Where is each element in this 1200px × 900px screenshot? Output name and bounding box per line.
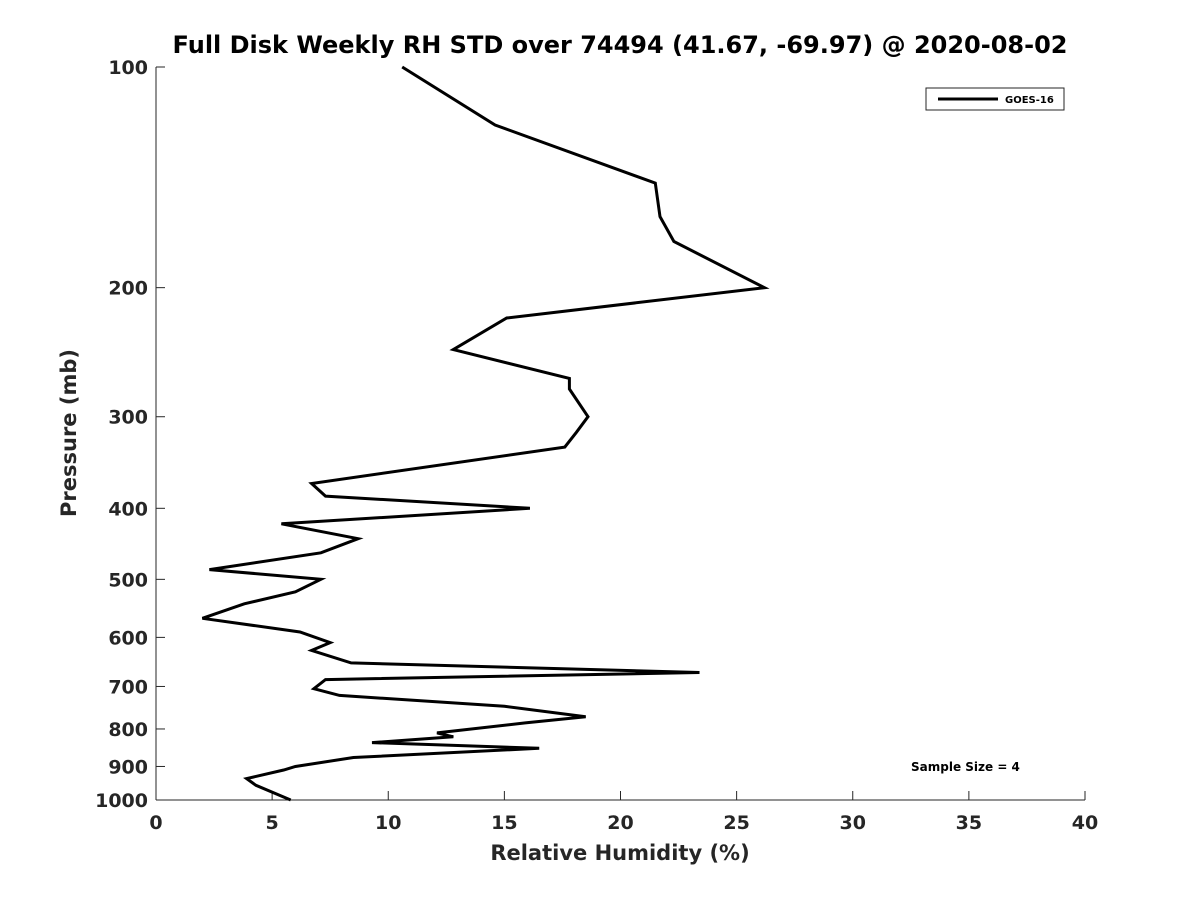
series-layer (201, 65, 770, 802)
x-tick-label: 35 (956, 812, 982, 834)
x-tick-label: 10 (375, 812, 401, 834)
y-axis-label: Pressure (mb) (57, 349, 81, 517)
x-tick-label: 15 (491, 812, 517, 834)
legend: GOES-16 (925, 87, 1065, 111)
y-axis-ticks: 100 200 300 400 500 600 700 800 900 1000 (95, 57, 165, 812)
y-tick-label: 500 (108, 569, 148, 591)
y-tick-label: 800 (108, 719, 148, 741)
y-tick-label: 600 (108, 627, 148, 649)
x-tick-label: 40 (1072, 812, 1098, 834)
y-tick-label: 700 (108, 676, 148, 698)
y-tick-label: 400 (108, 498, 148, 520)
y-tick-label: 1000 (95, 790, 148, 812)
plot-area (156, 67, 1085, 800)
x-tick-label: 20 (607, 812, 633, 834)
x-axis-label: Relative Humidity (%) (490, 841, 749, 865)
y-tick-label: 900 (108, 756, 148, 778)
x-tick-label: 25 (723, 812, 749, 834)
x-tick-label: 0 (149, 812, 162, 834)
x-axis-ticks: 0 5 10 15 20 25 30 35 40 (149, 791, 1098, 834)
x-tick-label: 30 (840, 812, 866, 834)
x-tick-label: 5 (266, 812, 279, 834)
y-tick-label: 200 (108, 278, 148, 300)
legend-label-goes-16: GOES-16 (1005, 95, 1054, 106)
y-tick-label: 300 (108, 407, 148, 429)
chart-title: Full Disk Weekly RH STD over 74494 (41.6… (173, 31, 1068, 59)
sample-size-annotation: Sample Size = 4 (911, 760, 1020, 774)
y-tick-label: 100 (108, 57, 148, 79)
series-line-goes-16 (201, 65, 770, 802)
